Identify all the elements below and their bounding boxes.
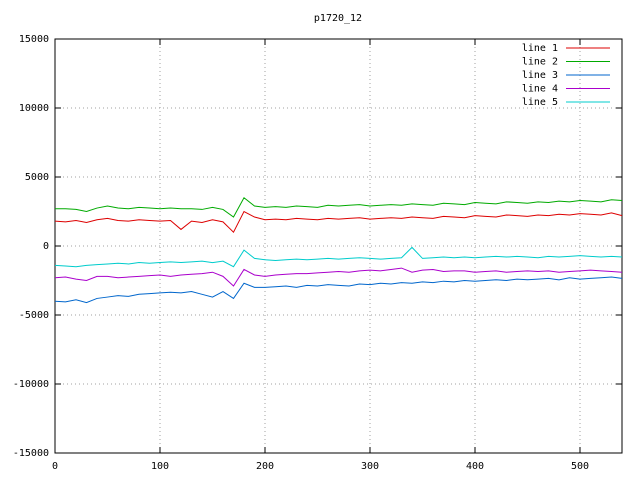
legend-label: line 3 <box>522 70 558 81</box>
y-tick-label: -10000 <box>13 379 49 390</box>
x-tick-label: 200 <box>256 461 274 472</box>
legend-label: line 4 <box>522 84 558 95</box>
y-tick-label: -5000 <box>19 310 49 321</box>
data-line <box>54 246 623 268</box>
legend-label: line 2 <box>522 57 558 68</box>
chart-title: p1720_12 <box>314 13 362 24</box>
legend-label: line 5 <box>522 97 558 108</box>
y-tick-label: 15000 <box>19 34 49 45</box>
x-tick-label: 500 <box>571 461 589 472</box>
data-line <box>55 196 623 218</box>
x-tick-label: 400 <box>466 461 484 472</box>
x-tick-label: 0 <box>52 461 58 472</box>
y-tick-label: 5000 <box>25 172 49 183</box>
data-line <box>54 267 623 287</box>
y-tick-label: -15000 <box>13 448 49 459</box>
y-tick-label: 10000 <box>19 103 49 114</box>
plot-border <box>54 38 623 454</box>
legend-label: line 1 <box>522 43 558 54</box>
y-tick-label: 0 <box>43 241 49 252</box>
x-tick-label: 300 <box>361 461 379 472</box>
data-line <box>54 210 623 234</box>
x-tick-label: 100 <box>151 461 169 472</box>
data-line <box>54 276 623 304</box>
